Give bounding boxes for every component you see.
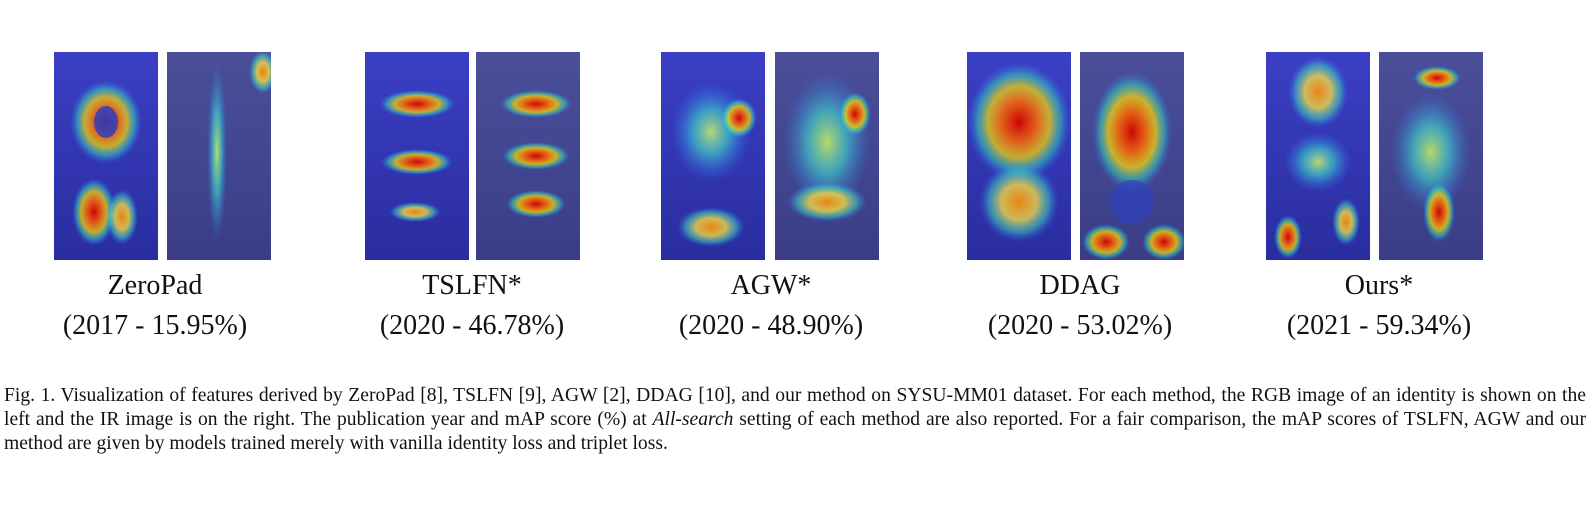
method-score: (2020 - 46.78%)	[379, 310, 565, 341]
method-score: (2020 - 53.02%)	[987, 310, 1173, 341]
method-name: ZeroPad	[107, 270, 203, 301]
method-agw: AGW* (2020 - 48.90%)	[621, 52, 921, 341]
figure-panel: ZeroPad (2017 - 15.95%)	[5, 52, 1529, 341]
method-ddag: DDAG (2020 - 53.02%)	[930, 52, 1230, 341]
caption-emphasis: All-search	[652, 409, 734, 430]
method-name: TSLFN*	[422, 270, 522, 301]
ir-heatmap-image	[775, 52, 879, 260]
rgb-heatmap-image	[54, 52, 158, 260]
method-zeropad: ZeroPad (2017 - 15.95%)	[5, 52, 305, 341]
method-name: Ours*	[1344, 270, 1414, 301]
ir-heatmap-image	[167, 52, 271, 260]
rgb-heatmap-image	[365, 52, 469, 260]
method-score: (2017 - 15.95%)	[62, 310, 248, 341]
rgb-heatmap-image	[661, 52, 765, 260]
method-score: (2021 - 59.34%)	[1286, 310, 1472, 341]
method-name: DDAG	[1039, 270, 1121, 301]
figure-caption: Fig. 1. Visualization of features derive…	[4, 384, 1586, 456]
ir-heatmap-image	[1080, 52, 1184, 260]
rgb-heatmap-image	[967, 52, 1071, 260]
ir-heatmap-image	[476, 52, 580, 260]
rgb-heatmap-image	[1266, 52, 1370, 260]
caption-text-end: setting of each method are also reported…	[4, 409, 1586, 454]
ir-heatmap-image	[1379, 52, 1483, 260]
method-name: AGW*	[730, 270, 812, 301]
method-tslfn: TSLFN* (2020 - 46.78%)	[322, 52, 622, 341]
caption-text: Fig. 1. Visualization of features derive…	[4, 385, 1586, 430]
method-ours: Ours* (2021 - 59.34%)	[1229, 52, 1529, 341]
method-score: (2020 - 48.90%)	[678, 310, 864, 341]
